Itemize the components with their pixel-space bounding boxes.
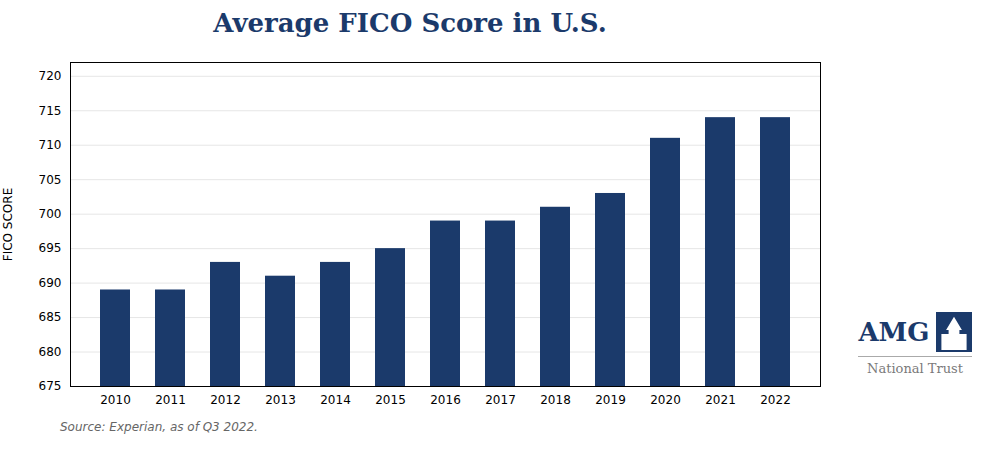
svg-text:2013: 2013 bbox=[265, 393, 296, 407]
svg-text:2022: 2022 bbox=[760, 393, 791, 407]
svg-text:680: 680 bbox=[39, 345, 62, 359]
svg-text:2011: 2011 bbox=[155, 393, 186, 407]
svg-text:2014: 2014 bbox=[320, 393, 351, 407]
svg-text:685: 685 bbox=[39, 310, 62, 324]
svg-text:690: 690 bbox=[39, 276, 62, 290]
svg-text:720: 720 bbox=[39, 69, 62, 83]
svg-text:675: 675 bbox=[39, 379, 62, 393]
svg-text:2016: 2016 bbox=[430, 393, 461, 407]
svg-text:2021: 2021 bbox=[705, 393, 736, 407]
svg-text:FICO SCORE: FICO SCORE bbox=[1, 188, 15, 261]
svg-text:2018: 2018 bbox=[540, 393, 571, 407]
svg-text:705: 705 bbox=[39, 173, 62, 187]
svg-text:2010: 2010 bbox=[100, 393, 131, 407]
svg-text:710: 710 bbox=[39, 138, 62, 152]
html-text:AMG: AMG bbox=[858, 317, 930, 347]
html-text:National Trust: National Trust bbox=[867, 361, 963, 376]
html-text:Average FICO Score in U.S.: Average FICO Score in U.S. bbox=[213, 8, 607, 38]
svg-text:2019: 2019 bbox=[595, 393, 626, 407]
svg-text:2012: 2012 bbox=[210, 393, 241, 407]
svg-text:695: 695 bbox=[39, 241, 62, 255]
html-text:Source: Experian, as of Q3 202: Source: Experian, as of Q3 2022. bbox=[60, 420, 258, 434]
svg-text:2020: 2020 bbox=[650, 393, 681, 407]
svg-text:2015: 2015 bbox=[375, 393, 406, 407]
svg-text:715: 715 bbox=[39, 104, 62, 118]
svg-text:2017: 2017 bbox=[485, 393, 516, 407]
svg-text:700: 700 bbox=[39, 207, 62, 221]
